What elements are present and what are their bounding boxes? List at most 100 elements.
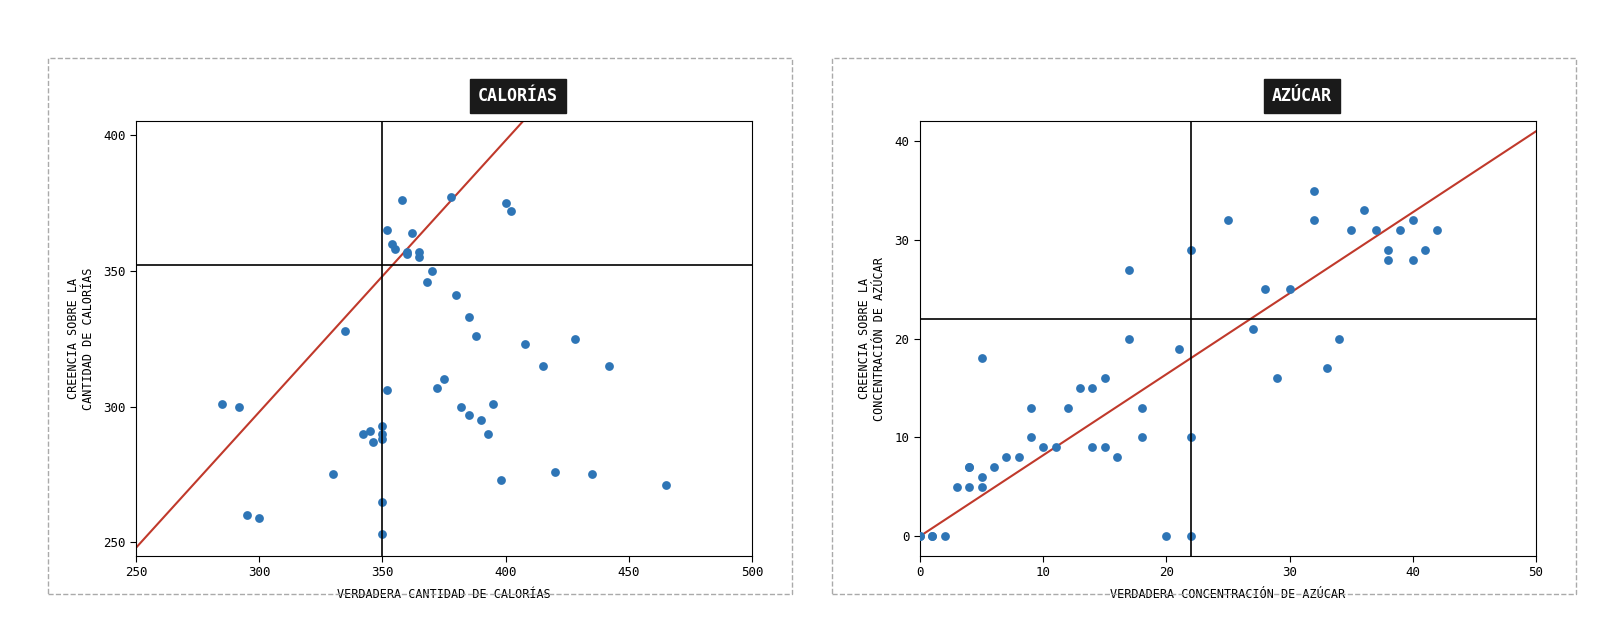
Point bbox=[374, 225, 400, 235]
Point bbox=[456, 410, 482, 420]
Point bbox=[1091, 442, 1117, 452]
Point bbox=[542, 466, 568, 477]
Point bbox=[448, 401, 474, 412]
Point bbox=[957, 482, 982, 492]
Point bbox=[1326, 334, 1352, 344]
Point bbox=[597, 360, 622, 371]
Point bbox=[370, 529, 395, 539]
Point bbox=[456, 312, 482, 322]
Point bbox=[370, 434, 395, 444]
Point bbox=[333, 325, 358, 335]
Point bbox=[1424, 225, 1450, 235]
Point bbox=[1043, 442, 1069, 452]
Point bbox=[1080, 383, 1106, 393]
Point bbox=[1117, 265, 1142, 275]
Point bbox=[1018, 433, 1043, 443]
Point bbox=[907, 531, 933, 541]
Point bbox=[394, 249, 419, 259]
Point bbox=[406, 252, 432, 262]
Point bbox=[1104, 452, 1130, 462]
Point bbox=[1091, 373, 1117, 383]
Point bbox=[968, 472, 994, 482]
Point bbox=[414, 277, 440, 287]
Point bbox=[1117, 334, 1142, 344]
Point bbox=[981, 462, 1006, 472]
Point bbox=[360, 436, 386, 447]
Point bbox=[1363, 225, 1389, 235]
Point bbox=[1400, 215, 1426, 226]
Point bbox=[424, 382, 450, 392]
Point bbox=[968, 353, 994, 364]
Point bbox=[944, 482, 970, 492]
Point bbox=[920, 531, 946, 541]
Point bbox=[1350, 205, 1376, 215]
Point bbox=[357, 426, 382, 436]
Point bbox=[394, 247, 419, 257]
Point bbox=[1301, 215, 1326, 226]
X-axis label: VERDADERA CANTIDAD DE CALORÍAS: VERDADERA CANTIDAD DE CALORÍAS bbox=[338, 588, 550, 601]
Point bbox=[406, 247, 432, 257]
Point bbox=[1376, 254, 1402, 265]
Point bbox=[1178, 433, 1203, 443]
Point bbox=[398, 227, 424, 238]
Point bbox=[438, 192, 464, 203]
Text: CALORÍAS: CALORÍAS bbox=[478, 87, 558, 105]
Point bbox=[379, 238, 405, 249]
Point bbox=[1006, 452, 1032, 462]
Point bbox=[957, 462, 982, 472]
Point bbox=[498, 206, 523, 216]
Point bbox=[1277, 284, 1302, 295]
Y-axis label: CREENCIA SOBRE LA
CANTIDAD DE CALORÍAS: CREENCIA SOBRE LA CANTIDAD DE CALORÍAS bbox=[67, 267, 94, 410]
Point bbox=[246, 512, 272, 523]
Point bbox=[1130, 403, 1155, 413]
Point bbox=[480, 399, 506, 409]
Point bbox=[1216, 215, 1242, 226]
Point bbox=[653, 480, 678, 490]
Y-axis label: CREENCIA SOBRE LA
CONCENTRACIÓN DE AZÚCAR: CREENCIA SOBRE LA CONCENTRACIÓN DE AZÚCA… bbox=[858, 257, 886, 420]
Point bbox=[1130, 433, 1155, 443]
Point bbox=[920, 531, 946, 541]
Point bbox=[1400, 254, 1426, 265]
Point bbox=[1178, 245, 1203, 255]
Point bbox=[1301, 185, 1326, 196]
Point bbox=[579, 469, 605, 479]
Point bbox=[210, 399, 235, 409]
Point bbox=[1178, 531, 1203, 541]
Point bbox=[1376, 245, 1402, 255]
Point bbox=[370, 420, 395, 431]
Point bbox=[1240, 324, 1266, 334]
Point bbox=[419, 266, 445, 276]
Point bbox=[968, 482, 994, 492]
Point bbox=[488, 475, 514, 485]
Point bbox=[1154, 531, 1179, 541]
Point bbox=[234, 510, 259, 520]
Point bbox=[1080, 442, 1106, 452]
Point bbox=[370, 429, 395, 439]
Point bbox=[957, 462, 982, 472]
Point bbox=[1253, 284, 1278, 295]
Point bbox=[1314, 363, 1339, 373]
Point bbox=[907, 531, 933, 541]
Point bbox=[1054, 403, 1080, 413]
Point bbox=[530, 360, 555, 371]
Point bbox=[469, 415, 494, 425]
Point bbox=[464, 331, 490, 341]
Point bbox=[382, 244, 408, 254]
Point bbox=[443, 290, 469, 300]
Point bbox=[1018, 403, 1043, 413]
Point bbox=[493, 197, 518, 208]
Point bbox=[1338, 225, 1363, 235]
Point bbox=[994, 452, 1019, 462]
X-axis label: VERDADERA CONCENTRACIÓN DE AZÚCAR: VERDADERA CONCENTRACIÓN DE AZÚCAR bbox=[1110, 588, 1346, 601]
Point bbox=[432, 374, 458, 385]
Point bbox=[1264, 373, 1290, 383]
Point bbox=[475, 429, 501, 439]
Point bbox=[931, 531, 957, 541]
Point bbox=[227, 401, 253, 412]
Point bbox=[1387, 225, 1413, 235]
Point bbox=[1030, 442, 1056, 452]
Point bbox=[562, 334, 587, 344]
Point bbox=[1413, 245, 1438, 255]
Point bbox=[320, 469, 346, 479]
Point bbox=[1166, 343, 1192, 353]
